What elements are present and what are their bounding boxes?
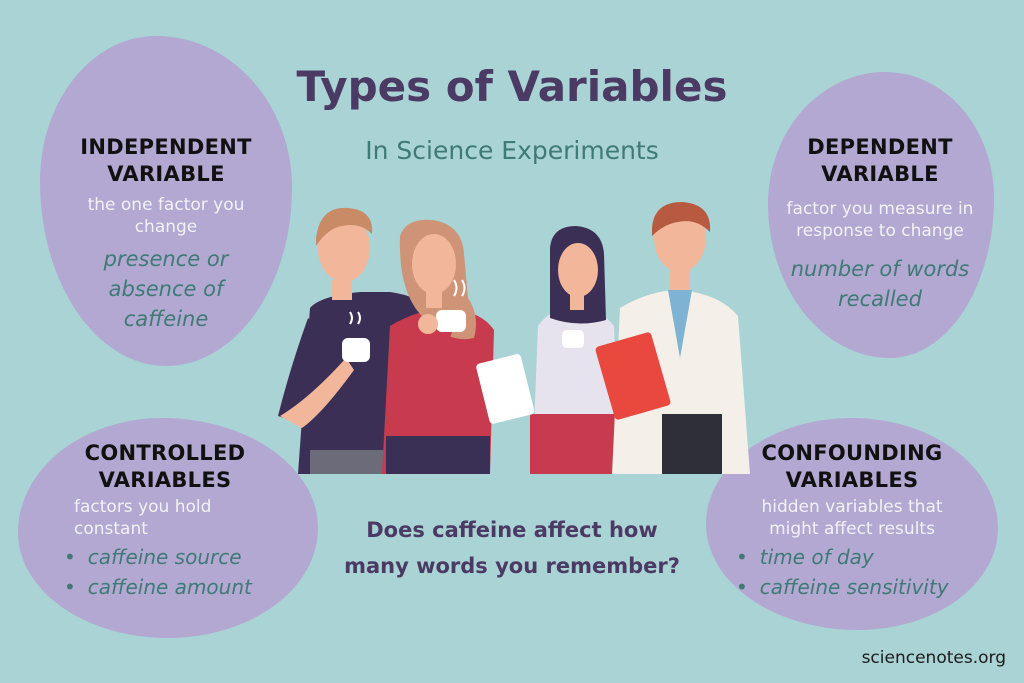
controlled-examples-list: • caffeine source • caffeine amount: [30, 542, 300, 602]
list-item: • caffeine sensitivity: [736, 575, 949, 599]
list-item: • caffeine source: [64, 545, 242, 569]
page-subtitle: In Science Experiments: [365, 136, 659, 165]
woman-with-coffee-figure: [382, 219, 494, 474]
bullet-icon: •: [64, 545, 76, 569]
controlled-variables-bubble: [18, 418, 318, 638]
independent-example: presence or absence of caffeine: [103, 247, 229, 331]
dependent-description: factor you measure in response to change: [786, 199, 974, 241]
independent-variable-card: INDEPENDENT VARIABLE the one factor you …: [40, 134, 292, 334]
experiment-question: Does caffeine affect how many words you …: [344, 518, 680, 578]
woman-with-notepad-figure: [476, 226, 626, 474]
independent-heading: INDEPENDENT VARIABLE: [80, 135, 252, 186]
people-with-coffee-illustration: [278, 202, 750, 474]
dependent-heading: DEPENDENT VARIABLE: [807, 135, 953, 186]
page-title: Types of Variables: [296, 62, 728, 111]
confounding-examples-list: • time of day • caffeine sensitivity: [714, 542, 990, 602]
bullet-icon: •: [736, 575, 748, 599]
dependent-variable-bubble: [768, 72, 994, 358]
independent-variable-bubble: [40, 36, 292, 366]
independent-description: the one factor you change: [87, 195, 245, 237]
controlled-heading: CONTROLLED VARIABLES: [84, 441, 246, 492]
dependent-example: number of words recalled: [790, 257, 970, 311]
list-item: • caffeine amount: [64, 575, 252, 599]
doctor-with-clipboard-figure: [595, 202, 750, 474]
controlled-variables-card: CONTROLLED VARIABLES factors you hold co…: [30, 440, 300, 602]
confounding-description: hidden variables that might affect resul…: [761, 497, 943, 539]
list-item: • time of day: [736, 545, 874, 569]
confounding-heading: CONFOUNDING VARIABLES: [761, 441, 943, 492]
source-credit: sciencenotes.org: [861, 648, 1006, 668]
confounding-variables-bubble: [706, 418, 998, 630]
dependent-variable-card: DEPENDENT VARIABLE factor you measure in…: [762, 134, 998, 314]
bullet-icon: •: [736, 545, 748, 569]
bullet-icon: •: [64, 575, 76, 599]
controlled-description: factors you hold constant: [74, 497, 212, 539]
confounding-variables-card: CONFOUNDING VARIABLES hidden variables t…: [714, 440, 990, 602]
